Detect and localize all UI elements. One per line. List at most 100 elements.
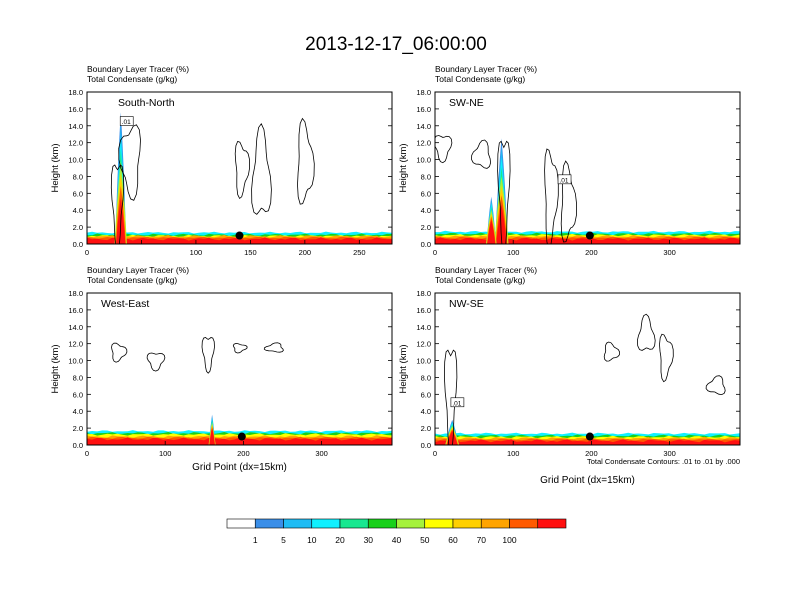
y-axis-label: Height (km) [398,143,409,192]
panel-we: Boundary Layer Tracer (%)Total Condensat… [50,265,393,473]
panel-condensate-label: Total Condensate (g/kg) [435,74,525,84]
y-tick-label: 18.0 [68,289,83,298]
panel-swne: Boundary Layer Tracer (%)Total Condensat… [398,64,741,257]
tracer-plume [209,427,215,445]
y-tick-label: 10.0 [68,357,83,366]
condensate-contour [443,349,458,445]
location-marker [237,432,246,441]
colorbar-label: 70 [477,535,487,545]
colorbar-cell [367,518,397,529]
colorbar-cell [537,518,567,529]
x-tick-label: 300 [663,248,676,257]
condensate-contour [497,140,511,244]
colorbar-cell [226,518,256,529]
x-tick-label: 300 [663,449,676,458]
panel-condensate-label: Total Condensate (g/kg) [435,275,525,285]
colorbar-label: 5 [281,535,286,545]
panel-nwse: Boundary Layer Tracer (%)Total Condensat… [398,265,741,486]
colorbar-cell [424,518,454,529]
y-tick-label: 10.0 [416,357,431,366]
x-tick-label: 250 [353,248,366,257]
y-tick-label: 6.0 [421,390,431,399]
x-tick-label: 300 [315,449,328,458]
colorbar-cell [311,518,341,529]
y-tick-label: 18.0 [416,289,431,298]
panel-condensate-label: Total Condensate (g/kg) [87,275,177,285]
colorbar-label: 20 [335,535,345,545]
y-tick-label: 14.0 [68,122,83,131]
x-tick-label: 0 [433,449,437,458]
y-tick-label: 4.0 [421,206,431,215]
condensate-contour [234,140,250,200]
condensate-contour [146,352,166,372]
panel-title: South-North [118,97,175,109]
tracer-layer [435,439,740,445]
panel-title: SW-NE [449,97,484,109]
x-tick-label: 200 [585,248,598,257]
tracer-plume [446,430,458,445]
condensate-contour [263,342,284,353]
y-tick-label: 12.0 [68,139,83,148]
condensate-contour [118,124,141,201]
colorbar-cell [254,518,284,529]
y-tick-label: 18.0 [416,88,431,97]
y-tick-label: 14.0 [68,323,83,332]
location-marker [585,231,594,240]
colorbar-label: 30 [364,535,374,545]
colorbar-label: 50 [420,535,430,545]
x-tick-label: 0 [85,449,89,458]
y-tick-label: 2.0 [73,424,83,433]
condensate-contour [659,333,674,383]
y-tick-label: 16.0 [416,105,431,114]
plot-frame [434,292,741,446]
y-tick-label: 10.0 [416,156,431,165]
condensate-contour [471,139,492,169]
x-tick-label: 150 [244,248,257,257]
tracer-plume [496,204,507,244]
colorbar-label: 60 [448,535,458,545]
x-tick-label: 200 [237,449,250,458]
condensate-contour [705,375,726,396]
y-axis-label: Height (km) [50,143,61,192]
colorbar-label: 1 [253,535,258,545]
plot-area [87,337,392,445]
y-tick-label: 0.0 [73,240,83,249]
y-tick-label: 6.0 [73,390,83,399]
condensate-contour [111,342,128,363]
panel-tracer-label: Boundary Layer Tracer (%) [87,64,189,74]
y-tick-label: 8.0 [421,373,431,382]
plot-area [435,135,740,244]
y-tick-label: 2.0 [421,424,431,433]
x-tick-label: 200 [299,248,312,257]
panel-title: West-East [101,298,149,310]
y-tick-label: 16.0 [416,306,431,315]
panel-tracer-label: Boundary Layer Tracer (%) [435,64,537,74]
panel-condensate-label: Total Condensate (g/kg) [87,74,177,84]
y-tick-label: 4.0 [73,206,83,215]
plot-area [87,112,392,244]
condensate-contour [232,343,248,354]
y-tick-label: 14.0 [416,122,431,131]
y-tick-label: 0.0 [421,441,431,450]
y-tick-label: 2.0 [73,223,83,232]
panel-tracer-label: Boundary Layer Tracer (%) [435,265,537,275]
colorbar: 1 5 10 20 30 40 50 60 70 100 [226,518,567,545]
y-tick-label: 0.0 [421,240,431,249]
x-tick-label: 100 [190,248,203,257]
x-tick-label: 0 [85,248,89,257]
y-tick-label: 4.0 [73,407,83,416]
tracer-layer [87,237,392,244]
x-tick-label: 100 [507,449,520,458]
y-tick-label: 16.0 [68,306,83,315]
y-tick-label: 10.0 [68,156,83,165]
y-tick-label: 16.0 [68,105,83,114]
figure-title: 2013-12-17_06:00:00 [305,34,487,55]
location-marker [585,432,594,441]
condensate-contour [435,135,453,164]
colorbar-cell [339,518,369,529]
colorbar-label: 40 [392,535,402,545]
plot-frame [86,292,393,446]
panel-title: NW-SE [449,298,484,310]
y-tick-label: 12.0 [416,340,431,349]
